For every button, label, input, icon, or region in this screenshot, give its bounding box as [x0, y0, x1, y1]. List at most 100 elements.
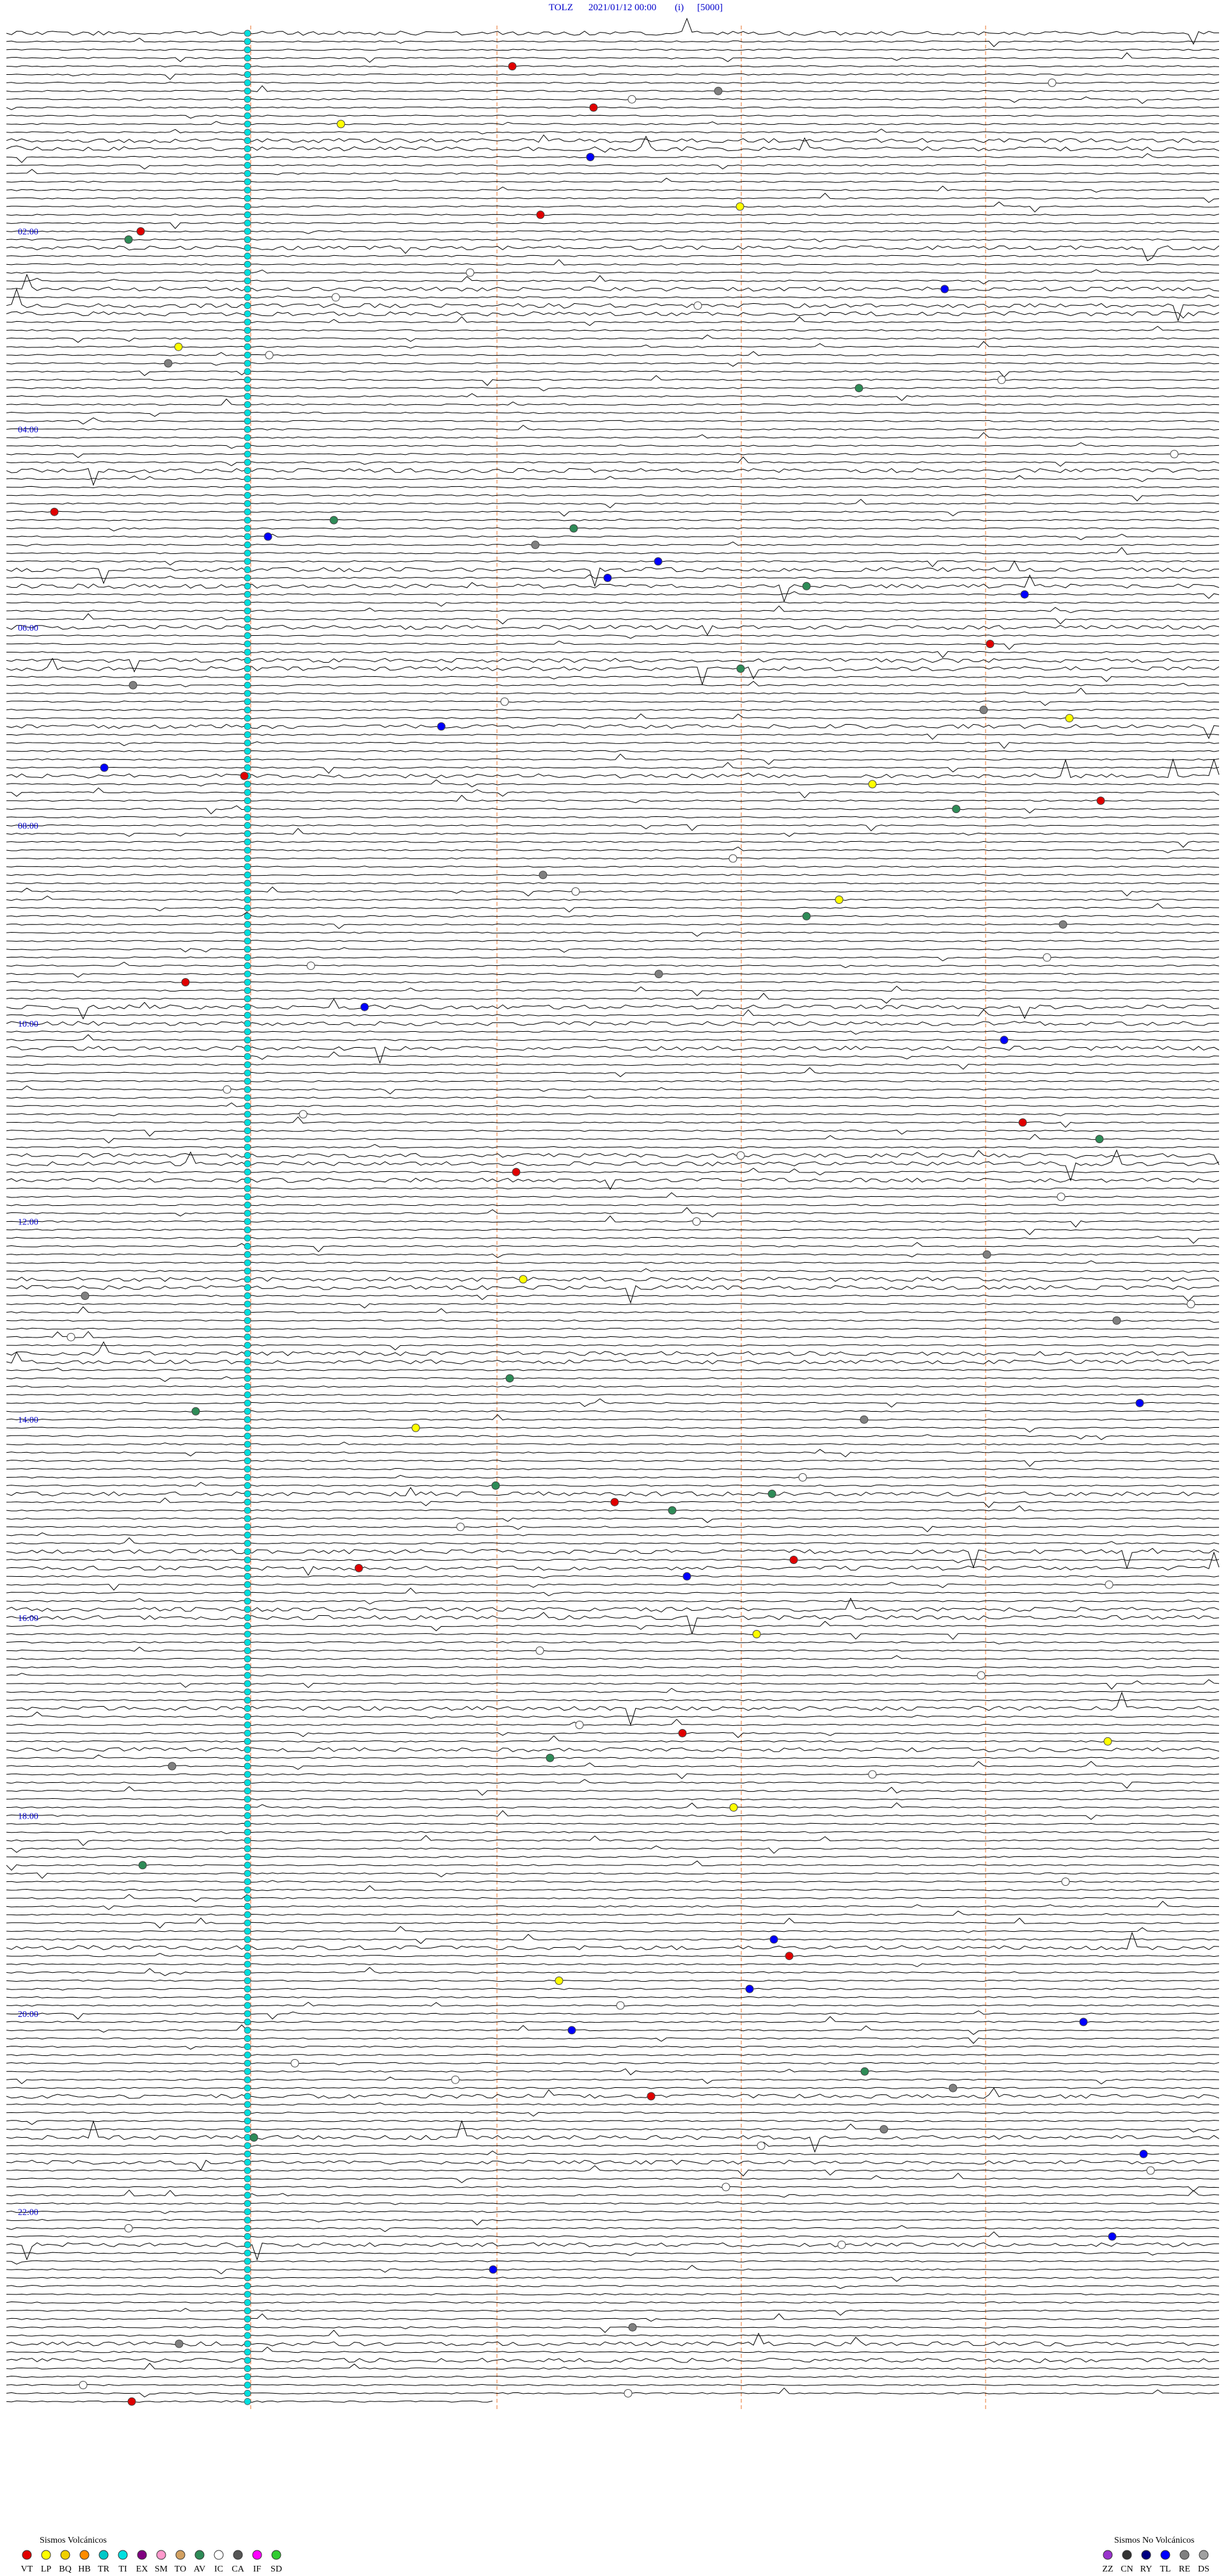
trace [6, 1963, 1220, 1968]
trace-marker [244, 1218, 251, 1225]
event-marker [589, 103, 598, 112]
trace-marker [244, 945, 251, 953]
event-marker [79, 2381, 88, 2389]
trace-marker [244, 1102, 251, 1110]
trace-marker [244, 1911, 251, 1918]
trace-marker [244, 855, 251, 862]
event-marker [336, 120, 345, 129]
trace [6, 1467, 1220, 1471]
trace-marker [244, 475, 251, 482]
trace-marker [244, 252, 251, 260]
legend-swatch [194, 2550, 205, 2560]
trace-marker [244, 277, 251, 285]
event-marker [745, 1984, 754, 1993]
trace-marker [244, 1341, 251, 1349]
event-marker [802, 912, 811, 921]
trace [6, 2387, 1220, 2398]
trace-marker [244, 1796, 251, 1803]
trace-marker [244, 2332, 251, 2339]
event-marker [519, 1275, 528, 1284]
event-marker [181, 978, 190, 986]
trace [6, 931, 1220, 937]
event-marker [835, 896, 844, 904]
trace [6, 998, 1220, 1020]
trace [6, 2160, 1220, 2171]
trace [6, 624, 1220, 636]
legend-code: HB [78, 2564, 90, 2574]
trace [6, 1687, 1220, 1693]
event-marker [757, 2141, 766, 2150]
trace [6, 1487, 1220, 1497]
trace [6, 393, 1220, 401]
trace [6, 2037, 1220, 2044]
trace [6, 1045, 1220, 1064]
trace-marker [244, 896, 251, 903]
trace [6, 1699, 1219, 1702]
event-marker [940, 285, 949, 294]
trace [6, 2024, 1220, 2035]
trace-marker [244, 492, 251, 499]
trace-marker [244, 1523, 251, 1531]
event-marker [466, 268, 475, 277]
trace-marker [244, 1647, 251, 1654]
trace [6, 17, 1219, 45]
trace [6, 758, 1220, 778]
trace [6, 1284, 1220, 1304]
trace [6, 1732, 1220, 1738]
trace [6, 2260, 1220, 2264]
event-marker [500, 697, 509, 706]
event-marker [868, 780, 877, 789]
trace-marker [244, 1235, 251, 1242]
trace-marker [244, 1894, 251, 1902]
trace [6, 2165, 1220, 2177]
trace-marker [244, 2241, 251, 2248]
trace [6, 2087, 1220, 2089]
event-marker [714, 86, 723, 95]
trace-marker [244, 2192, 251, 2199]
trace [6, 2301, 1220, 2304]
trace [6, 1187, 1220, 1190]
time-label: 06:00 [18, 624, 38, 633]
trace [6, 560, 1220, 567]
trace [6, 2053, 1220, 2057]
trace [6, 574, 1220, 603]
trace [6, 1786, 1219, 1796]
trace [6, 121, 1220, 125]
trace-marker [244, 1490, 251, 1497]
legend-swatch [271, 2550, 281, 2560]
event-marker [354, 1563, 363, 1572]
trace [6, 547, 1220, 555]
event-marker [610, 1497, 619, 1506]
time-label: 08:00 [18, 821, 38, 831]
trace-marker [244, 1053, 251, 1060]
event-marker [798, 1473, 807, 1482]
event-marker [249, 2133, 258, 2142]
trace [6, 912, 1220, 918]
trace [6, 222, 1220, 229]
trace-marker [244, 1705, 251, 1712]
trace [6, 1760, 1220, 1770]
trace [6, 605, 1220, 613]
trace [6, 1979, 1220, 1982]
trace-marker [244, 178, 251, 186]
event-marker [879, 2125, 888, 2134]
trace [6, 1294, 1220, 1302]
trace [6, 1102, 1220, 1107]
trace-marker [244, 1820, 251, 1828]
trace-marker [244, 706, 251, 714]
legend-swatch [156, 2550, 166, 2560]
trace-marker [244, 360, 251, 367]
trace [6, 230, 1220, 234]
trace-marker [244, 1828, 251, 1836]
trace-marker [244, 2158, 251, 2166]
trace-marker [244, 269, 251, 276]
legend-swatch [214, 2550, 224, 2560]
trace [6, 106, 1220, 110]
trace [6, 1575, 1220, 1579]
trace-marker [244, 450, 251, 458]
trace-marker [244, 2101, 251, 2108]
trace [6, 1845, 1220, 1854]
trace-marker [244, 137, 251, 145]
trace [6, 164, 1220, 170]
trace [6, 601, 1220, 607]
